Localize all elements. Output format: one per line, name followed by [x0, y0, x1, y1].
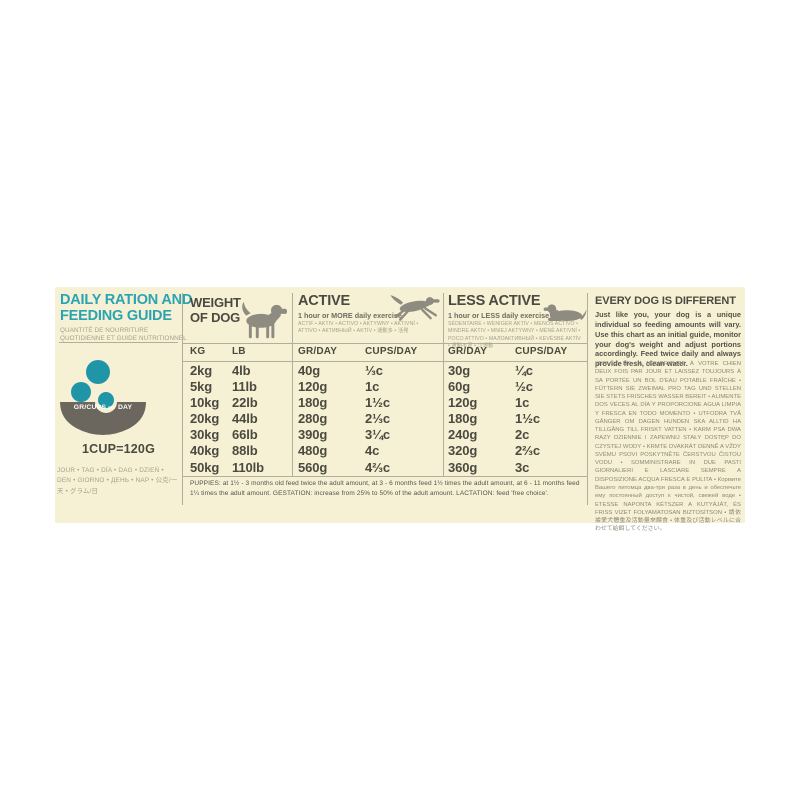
less-active-cup-value: ¼c: [515, 363, 533, 378]
panel-title-line2: FEEDING GUIDE: [60, 307, 172, 324]
less-active-gram-value: 30g: [448, 363, 471, 378]
active-translations: ACTIF • AKTIV • ACTIVO • AKTYWNY • AKTIV…: [298, 321, 419, 335]
active-gram-value: 120g: [298, 379, 328, 395]
less-active-gram-value: 320g: [448, 443, 478, 459]
kg-value: 10kg: [190, 395, 220, 411]
active-gram-value: 480g: [298, 443, 328, 459]
kg-values-column: 2kg 5kg 10kg 20kg 30kg 40kg 50kg: [190, 363, 219, 476]
less-active-cup-value: 3c: [515, 459, 530, 475]
active-gram-value: 180g: [298, 395, 328, 411]
less-active-gram-value: 180g: [448, 411, 478, 427]
active-cup-value: 4c: [365, 443, 380, 459]
active-grams-column: 40g 120g 180g 280g 390g 480g 560g: [298, 363, 327, 476]
lb-value: 66lb: [232, 427, 258, 443]
lb-values-column: 4lb 11lb 22lb 44lb 66lb 88lb 110lb: [232, 363, 264, 476]
active-gram-value: 390g: [298, 427, 328, 443]
active-gram-value: 560g: [298, 459, 328, 475]
less-active-grams-column: 30g 60g 120g 180g 240g 320g 360g: [448, 363, 477, 476]
lb-value: 4lb: [232, 363, 251, 378]
bowl-label-day: DAY: [117, 404, 133, 411]
kg-value: 2kg: [190, 363, 213, 378]
active-section-title: ACTIVE: [298, 293, 350, 309]
less-active-cup-value: 1c: [515, 395, 530, 411]
left-divider-line: [59, 342, 178, 343]
column-divider: [443, 293, 444, 476]
less-active-section-title: LESS ACTIVE: [448, 293, 541, 309]
active-cups-column: ⅓c 1c 1½c 2⅓c 3¼c 4c 4⅔c: [365, 363, 390, 476]
kg-value: 30kg: [190, 427, 220, 443]
column-divider: [292, 293, 293, 476]
active-gram-value: 40g: [298, 363, 321, 378]
lb-value: 88lb: [232, 443, 258, 459]
kg-value: 20kg: [190, 411, 220, 427]
cup-equivalence-note: 1CUP=120G: [81, 442, 156, 456]
dog-standing-icon: [242, 301, 287, 339]
less-active-section-subtitle: 1 hour or LESS daily exercise: [448, 311, 550, 320]
less-active-cups-header: CUPS/DAY: [515, 346, 568, 357]
less-active-cup-value: 2c: [515, 427, 530, 443]
bowl-label: GR/CUPS per DAY: [57, 404, 149, 411]
weight-title-line2: OF DOG: [190, 310, 241, 326]
less-active-gram-value: 240g: [448, 427, 478, 443]
table-header-top-rule: [182, 343, 587, 344]
dog-lying-icon: [543, 304, 587, 322]
less-active-cup-value: ½c: [515, 379, 533, 395]
active-gr-header: GR/DAY: [298, 346, 338, 357]
every-dog-body-en: Just like you, your dog is a unique indi…: [595, 310, 741, 369]
lb-value: 44lb: [232, 411, 258, 427]
bowl-icon: GR/CUPS per DAY: [57, 359, 149, 439]
active-cup-value: 1½c: [365, 395, 391, 411]
every-dog-body-multilingual: SERVEZ DE LA NOURRITURE À VOTRE CHIEN DE…: [595, 361, 741, 533]
panel-subtitle-line2: QUOTIDIENNE ET GUIDE NUTRITIONNEL: [60, 335, 187, 343]
active-cup-value: ⅓c: [365, 363, 383, 378]
lb-column-header: LB: [232, 346, 246, 357]
less-active-cup-value: 1½c: [515, 411, 541, 427]
active-cup-value: 2⅓c: [365, 411, 391, 427]
puppies-gestation-note: PUPPIES: at 1½ - 3 months old feed twice…: [190, 480, 580, 497]
bowl-kibble-graphic: [60, 360, 146, 435]
less-active-gram-value: 120g: [448, 395, 478, 411]
less-active-cup-value: 2⅔c: [515, 443, 541, 459]
lb-value: 11lb: [232, 379, 257, 395]
feeding-guide-panel: DAILY RATION AND FEEDING GUIDE QUANTITÉ …: [55, 287, 745, 532]
lb-value: 110lb: [232, 459, 265, 475]
bowl-label-per: per: [108, 405, 116, 411]
kg-value: 40kg: [190, 443, 220, 459]
active-section-subtitle: 1 hour or MORE daily exercise: [298, 311, 402, 320]
kg-value: 5kg: [190, 379, 213, 395]
dog-running-icon: [390, 295, 440, 321]
active-cups-header: CUPS/DAY: [365, 346, 418, 357]
panel-subtitle: QUANTITÉ DE NOURRITURE QUOTIDIENNE ET GU…: [60, 327, 187, 343]
less-active-gr-header: GR/DAY: [448, 346, 488, 357]
less-active-gram-value: 60g: [448, 379, 471, 395]
active-cup-value: 3¼c: [365, 427, 391, 443]
active-cup-value: 1c: [365, 379, 380, 395]
panel-title-line1: DAILY RATION AND: [60, 292, 193, 308]
column-divider: [182, 293, 183, 505]
kg-column-header: KG: [190, 346, 206, 357]
active-cup-value: 4⅔c: [365, 459, 391, 475]
weight-title-line1: WEIGHT: [190, 295, 241, 310]
day-translations: JOUR • TAG • DÍA • DAG • DZIEŃ • DEN • G…: [57, 467, 178, 495]
less-active-gram-value: 360g: [448, 459, 478, 475]
weight-of-dog-header: WEIGHT OF DOG: [190, 295, 241, 326]
panel-subtitle-line1: QUANTITÉ DE NOURRITURE: [60, 327, 149, 334]
less-active-cups-column: ¼c ½c 1c 1½c 2c 2⅔c 3c: [515, 363, 540, 476]
active-gram-value: 280g: [298, 411, 328, 427]
table-header-bottom-rule: [182, 361, 587, 362]
table-footer-rule: [182, 476, 587, 477]
lb-value: 22lb: [232, 395, 258, 411]
every-dog-title: EVERY DOG IS DIFFERENT: [595, 295, 736, 307]
less-active-translations: SÉDENTAIRE • WENIGER AKTIV • MENOS ACTIV…: [448, 321, 581, 349]
kg-value: 50kg: [190, 459, 220, 475]
bowl-label-grcups: GR/CUPS: [73, 404, 107, 411]
column-divider: [587, 293, 588, 505]
panel-title-block: DAILY RATION AND FEEDING GUIDE: [60, 292, 193, 325]
